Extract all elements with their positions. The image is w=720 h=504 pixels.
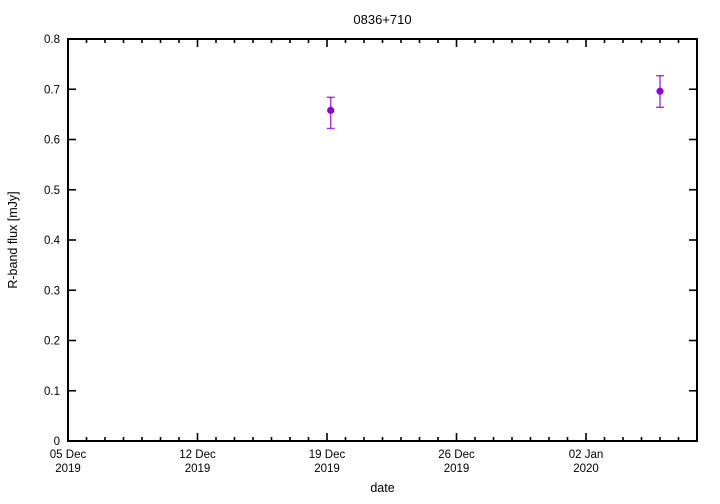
- data-point: [656, 87, 664, 95]
- y-tick-label: 0.5: [44, 185, 60, 197]
- x-tick-label-year: 2020: [573, 463, 599, 475]
- x-tick-label-year: 2019: [444, 463, 470, 475]
- y-tick-label: 0.2: [44, 336, 60, 348]
- chart-title: 0836+710: [353, 12, 412, 27]
- y-tick-label: 0.1: [44, 386, 60, 398]
- x-tick-label-year: 2019: [185, 463, 211, 475]
- x-axis-label: date: [370, 481, 395, 495]
- x-tick-label-year: 2019: [314, 463, 340, 475]
- x-tick-label: 05 Dec: [50, 449, 87, 461]
- data-point: [327, 106, 335, 114]
- x-tick-label: 02 Jan: [569, 449, 604, 461]
- x-tick-label: 19 Dec: [309, 449, 346, 461]
- x-tick-label: 26 Dec: [438, 449, 475, 461]
- x-tick-label-year: 2019: [55, 463, 81, 475]
- y-tick-label: 0.6: [44, 135, 60, 147]
- y-tick-label: 0: [54, 436, 60, 448]
- y-tick-label: 0.8: [44, 34, 60, 46]
- y-tick-label: 0.7: [44, 84, 60, 96]
- y-tick-label: 0.4: [44, 235, 61, 247]
- x-tick-label: 12 Dec: [179, 449, 216, 461]
- plot-border: [67, 38, 698, 442]
- y-tick-label: 0.3: [44, 285, 60, 297]
